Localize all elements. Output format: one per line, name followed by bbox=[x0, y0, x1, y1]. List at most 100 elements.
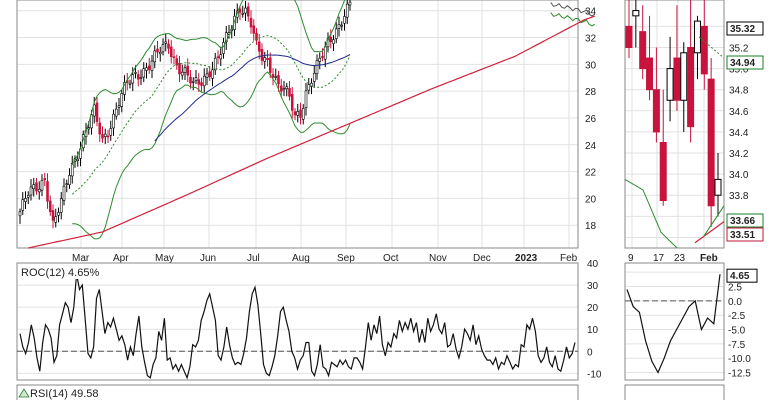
price-candle bbox=[334, 28, 338, 39]
last-value-box bbox=[726, 213, 764, 228]
price-candle bbox=[136, 74, 140, 80]
zoom-ma-line bbox=[702, 205, 725, 238]
price-candle bbox=[211, 69, 214, 79]
zoom-candle bbox=[693, 20, 701, 54]
price-candle bbox=[158, 51, 162, 55]
zoom-bollinger-lower bbox=[624, 178, 678, 249]
zoom-roc-y-tick-label: 2.5 bbox=[728, 283, 742, 294]
zoom-ma20-line bbox=[698, 36, 725, 59]
price-candle bbox=[40, 180, 44, 191]
price-candle bbox=[202, 75, 206, 87]
price-candle bbox=[271, 74, 275, 78]
zoom-candle bbox=[625, 25, 633, 48]
roc-panel: -10 0 10 20 30 40 ROC(12) 4.65% bbox=[16, 259, 602, 381]
zoom-y-tick-label: 35.2 bbox=[729, 43, 749, 54]
price-candle bbox=[290, 94, 294, 111]
price-candle bbox=[332, 39, 335, 44]
price-candle bbox=[95, 102, 99, 122]
price-candle bbox=[37, 188, 41, 193]
zoom-candle bbox=[707, 78, 715, 207]
roc-panel-frame bbox=[16, 262, 579, 381]
ma200-line bbox=[28, 15, 596, 249]
price-candle bbox=[197, 79, 201, 85]
price-y-tick-label: 18 bbox=[585, 221, 597, 232]
zoom-candle bbox=[659, 141, 667, 202]
price-candle bbox=[246, 6, 250, 17]
price-candle bbox=[169, 46, 173, 58]
zoom-roc-y-tick-label: -2.5 bbox=[728, 311, 746, 322]
zoom-candle bbox=[700, 25, 708, 75]
price-candle bbox=[255, 32, 258, 41]
price-candle bbox=[134, 72, 137, 74]
price-candle bbox=[205, 73, 209, 78]
zoom-candle bbox=[666, 68, 674, 101]
zoom-candle bbox=[632, 10, 640, 17]
price-y-tick-label: 20 bbox=[585, 194, 597, 205]
price-panel-frame bbox=[16, 0, 579, 249]
price-candle bbox=[337, 24, 341, 29]
price-candle bbox=[70, 162, 74, 177]
zoom-panel-frame bbox=[624, 0, 725, 249]
zoom-candle bbox=[646, 57, 654, 91]
ma50-line bbox=[154, 54, 351, 142]
price-candle bbox=[145, 67, 148, 71]
price-candle bbox=[76, 158, 80, 161]
price-candle bbox=[340, 24, 344, 27]
price-candle bbox=[307, 84, 311, 91]
price-candle bbox=[128, 82, 132, 85]
price-candle bbox=[172, 56, 176, 58]
price-candle bbox=[103, 133, 107, 137]
zoom-x-label: 17 bbox=[653, 253, 665, 264]
price-candle bbox=[48, 200, 52, 213]
price-candle bbox=[153, 50, 157, 63]
price-candle bbox=[59, 198, 63, 213]
roc-y-tick-label: 20 bbox=[587, 303, 599, 314]
last-value-label: 33.51 bbox=[730, 230, 755, 241]
month-label: Apr bbox=[113, 253, 129, 264]
zoom-ma200-line bbox=[694, 221, 725, 244]
zoom-roc-value-label: 4.65 bbox=[730, 271, 750, 282]
price-candle bbox=[92, 104, 96, 117]
month-label: Jul bbox=[247, 253, 260, 264]
zoom-y-tick-label: 34.8 bbox=[729, 86, 749, 97]
last-value-label: 35.32 bbox=[730, 24, 755, 35]
price-candle bbox=[101, 134, 104, 139]
zoom-y-tick-label: 35.0 bbox=[729, 65, 749, 76]
roc-y-tick-label: -10 bbox=[587, 369, 602, 380]
price-candle bbox=[285, 86, 289, 90]
price-candle bbox=[35, 182, 38, 192]
price-candle bbox=[348, 1, 352, 6]
price-candle bbox=[161, 44, 165, 53]
price-candle bbox=[213, 57, 217, 71]
zoom-y-tick-label: 34.2 bbox=[729, 149, 749, 160]
price-candle bbox=[200, 82, 203, 86]
price-candle bbox=[109, 128, 113, 136]
last-value-label: 33.66 bbox=[730, 216, 755, 227]
price-candle bbox=[139, 77, 143, 79]
month-label: Nov bbox=[429, 253, 447, 264]
price-candle bbox=[24, 198, 27, 202]
price-candle bbox=[114, 108, 118, 117]
zoom-candle bbox=[673, 57, 681, 101]
month-label: Sep bbox=[337, 253, 355, 264]
price-candle bbox=[167, 43, 170, 49]
price-candle bbox=[175, 58, 179, 66]
price-candle bbox=[257, 41, 261, 52]
zoom-roc-y-tick-label: -10.0 bbox=[728, 354, 751, 365]
roc-y-tick-label: 10 bbox=[587, 325, 599, 336]
roc-line bbox=[19, 273, 576, 380]
price-candle bbox=[43, 178, 47, 181]
last-value-box bbox=[726, 21, 764, 36]
zoom-roc-panel: -12.5-10.0-7.5-5.0-2.50.02.55.04.65 bbox=[624, 262, 758, 381]
zoom-candle bbox=[639, 31, 647, 70]
zoom-y-tick-label: 33.8 bbox=[729, 191, 749, 202]
price-candle bbox=[120, 93, 124, 107]
price-candle bbox=[51, 210, 55, 221]
month-label: Aug bbox=[292, 253, 310, 264]
price-candle bbox=[178, 62, 181, 75]
price-candle bbox=[222, 42, 225, 54]
price-candle bbox=[274, 76, 278, 78]
price-y-tick-label: 26 bbox=[585, 114, 597, 125]
price-candle bbox=[21, 199, 25, 211]
price-candle bbox=[216, 56, 220, 58]
